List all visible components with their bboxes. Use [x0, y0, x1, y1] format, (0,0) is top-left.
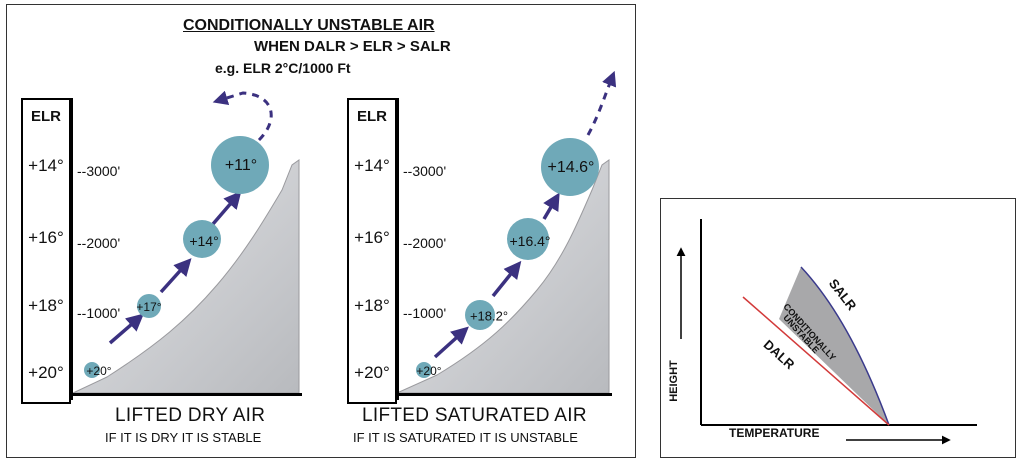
example-subtitle: e.g. ELR 2°C/1000 Ft — [215, 60, 351, 76]
sat-arrow-2 — [491, 260, 522, 298]
salr-curve — [800, 266, 890, 426]
terrain-slope-right — [396, 159, 610, 394]
dry-parcel-temp-2000: +14° — [189, 233, 219, 249]
sat-arrow-3 — [542, 192, 560, 220]
altitude-label-3000: --3000' — [403, 163, 447, 179]
elr-value-1000: +18° — [28, 296, 64, 315]
sat-parcel-temp-surface: +20° — [416, 364, 442, 378]
sat-rise-arrow — [586, 70, 617, 136]
dalr-line — [742, 296, 890, 426]
lapse-rate-graphics — [676, 219, 977, 445]
dry-arrow-1 — [108, 313, 144, 345]
dry-parcel-temp-3000: +11° — [224, 157, 258, 174]
height-axis-left — [70, 98, 73, 400]
sat-parcel-surface — [416, 362, 432, 378]
ground-line-left — [70, 393, 302, 396]
dry-sink-arrow — [212, 90, 273, 142]
altitude-label-1000: --1000' — [77, 305, 121, 321]
diagram-title: CONDITIONALLY UNSTABLE AIR — [183, 17, 435, 34]
elr-value-surface: +20° — [28, 363, 64, 382]
sat-parcel-temp-1000: +18.2° — [469, 308, 509, 324]
elr-column-left: ELR +14° +16° +18° +20° — [21, 98, 71, 404]
saturated-air-subcaption: IF IT IS SATURATED IT IS UNSTABLE — [353, 430, 578, 445]
dry-air-caption: LIFTED DRY AIR — [115, 405, 266, 426]
elr-value-3000: +14° — [354, 156, 390, 175]
elr-value-1000: +18° — [354, 296, 390, 315]
dry-arrow-2 — [159, 258, 192, 294]
elr-value-3000: +14° — [28, 156, 64, 175]
elr-value-surface: +20° — [354, 363, 390, 382]
x-axis-label: TEMPERATURE — [729, 426, 820, 440]
dry-parcel-temp-surface: +20° — [86, 364, 112, 378]
y-axis-label: HEIGHT — [667, 360, 680, 402]
ground-line-right — [396, 393, 612, 396]
altitude-label-2000: --2000' — [77, 235, 121, 251]
elr-value-2000: +16° — [354, 228, 390, 247]
dry-arrow-3 — [211, 191, 242, 226]
altitude-label-1000: --1000' — [403, 305, 447, 321]
sat-parcel-3000 — [541, 138, 599, 196]
condition-subtitle: WHEN DALR > ELR > SALR — [254, 38, 451, 55]
elr-header: ELR — [357, 108, 387, 125]
terrain-slope-left — [72, 159, 300, 394]
sat-parcel-temp-2000: +16.4° — [509, 233, 551, 249]
saturated-air-caption: LIFTED SATURATED AIR — [362, 405, 587, 426]
dry-parcel-2000 — [183, 220, 221, 258]
dry-parcel-surface — [84, 362, 100, 378]
sat-parcel-2000 — [507, 218, 549, 260]
dry-parcel-1000 — [137, 294, 161, 318]
dry-air-subcaption: IF IT IS DRY IT IS STABLE — [105, 430, 262, 445]
sat-parcel-temp-3000: +14.6° — [547, 159, 595, 176]
altitude-label-3000: --3000' — [77, 163, 121, 179]
conditionally-unstable-zone — [779, 267, 889, 425]
conditional-instability-panel: CONDITIONALLY UNSTABLE AIR WHEN DALR > E… — [6, 4, 636, 458]
dry-parcel-temp-1000: +17° — [136, 300, 162, 314]
parcel-graphics — [72, 70, 617, 394]
altitude-label-2000: --2000' — [403, 235, 447, 251]
lapse-rate-diagram: TEMPERATURE HEIGHT SALR DALR CONDITIONAL… — [660, 198, 1016, 458]
sat-arrow-1 — [433, 326, 469, 359]
elr-header: ELR — [31, 108, 61, 125]
sat-parcel-1000 — [465, 300, 495, 330]
elr-value-2000: +16° — [28, 228, 64, 247]
height-axis-right — [396, 98, 399, 400]
elr-column-right: ELR +14° +16° +18° +20° — [347, 98, 397, 404]
dry-parcel-3000 — [211, 136, 269, 194]
